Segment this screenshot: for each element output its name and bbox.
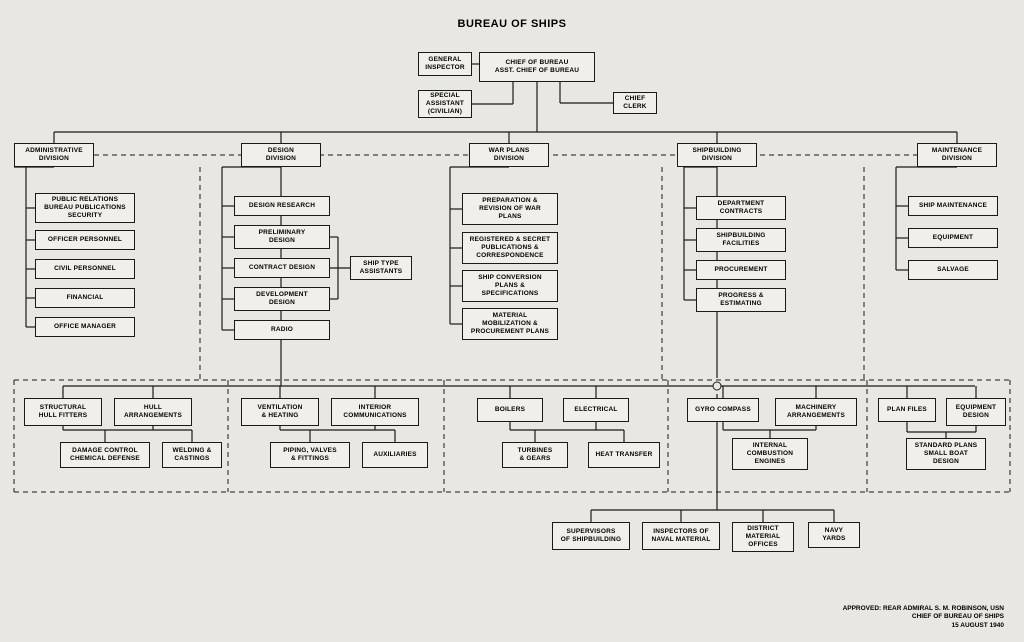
org-node-special_asst: SPECIALASSISTANT(CIVILIAN)	[418, 90, 472, 118]
org-node-wp_conv: SHIP CONVERSIONPLANS &SPECIFICATIONS	[462, 270, 558, 302]
org-node-l1_weld: WELDING &CASTINGS	[162, 442, 222, 468]
org-node-f_navy: NAVYYARDS	[808, 522, 860, 548]
org-node-mt_ship: SHIP MAINTENANCE	[908, 196, 998, 216]
org-node-design_radio: RADIO	[234, 320, 330, 340]
approval-line-1: APPROVED: REAR ADMIRAL S. M. ROBINSON, U…	[843, 605, 1004, 613]
org-node-chief_clerk: CHIEFCLERK	[613, 92, 657, 114]
org-node-f_sup: SUPERVISORSOF SHIPBUILDING	[552, 522, 630, 550]
org-node-admin_office: OFFICE MANAGER	[35, 317, 135, 337]
org-node-admin_civil: CIVIL PERSONNEL	[35, 259, 135, 279]
org-node-wp_mat: MATERIALMOBILIZATION &PROCUREMENT PLANS	[462, 308, 558, 340]
org-node-f_insp: INSPECTORS OFNAVAL MATERIAL	[642, 522, 720, 550]
org-node-l3_elec: ELECTRICAL	[563, 398, 629, 422]
org-node-sb_dept: DEPARTMENTCONTRACTS	[696, 196, 786, 220]
org-node-l2_aux: AUXILIARIES	[362, 442, 428, 468]
org-node-l2_vent: VENTILATION& HEATING	[241, 398, 319, 426]
org-node-l4_mach: MACHINERYARRANGEMENTS	[775, 398, 857, 426]
org-node-l5_plan: PLAN FILES	[878, 398, 936, 422]
org-node-div_design: DESIGNDIVISION	[241, 143, 321, 167]
org-node-div_shipbuild: SHIPBUILDINGDIVISION	[677, 143, 757, 167]
org-node-div_maint: MAINTENANCEDIVISION	[917, 143, 997, 167]
page-title: BUREAU OF SHIPS	[458, 18, 567, 30]
org-node-sb_proc: PROCUREMENT	[696, 260, 786, 280]
org-node-admin_pr: PUBLIC RELATIONSBUREAU PUBLICATIONSSECUR…	[35, 193, 135, 223]
org-node-design_prelim: PRELIMINARYDESIGN	[234, 225, 330, 249]
org-node-mt_salvage: SALVAGE	[908, 260, 998, 280]
org-node-div_warplans: WAR PLANSDIVISION	[469, 143, 549, 167]
org-node-l4_gyro: GYRO COMPASS	[687, 398, 759, 422]
org-node-wp_reg: REGISTERED & SECRETPUBLICATIONS &CORRESP…	[462, 232, 558, 264]
org-node-l2_intcom: INTERIORCOMMUNICATIONS	[331, 398, 419, 426]
org-node-l1_hullarr: HULLARRANGEMENTS	[114, 398, 192, 426]
org-node-f_dist: DISTRICTMATERIALOFFICES	[732, 522, 794, 552]
org-node-chief: CHIEF OF BUREAUASST. CHIEF OF BUREAU	[479, 52, 595, 82]
org-node-sb_prog: PROGRESS &ESTIMATING	[696, 288, 786, 312]
org-node-mt_equip: EQUIPMENT	[908, 228, 998, 248]
approval-block: APPROVED: REAR ADMIRAL S. M. ROBINSON, U…	[843, 605, 1004, 630]
org-node-l3_turb: TURBINES& GEARS	[502, 442, 568, 468]
org-node-l5_std: STANDARD PLANSSMALL BOATDESIGN	[906, 438, 986, 470]
org-node-l4_ice: INTERNALCOMBUSTIONENGINES	[732, 438, 808, 470]
org-node-admin_officer: OFFICER PERSONNEL	[35, 230, 135, 250]
org-node-l2_pipe: PIPING, VALVES& FITTINGS	[270, 442, 350, 468]
org-node-div_admin: ADMINISTRATIVEDIVISION	[14, 143, 94, 167]
org-node-design_research: DESIGN RESEARCH	[234, 196, 330, 216]
org-node-l1_struct: STRUCTURALHULL FITTERS	[24, 398, 102, 426]
org-node-l3_boilers: BOILERS	[477, 398, 543, 422]
org-node-l3_heat: HEAT TRANSFER	[588, 442, 660, 468]
org-node-l5_eqd: EQUIPMENTDESIGN	[946, 398, 1006, 426]
approval-line-3: 15 AUGUST 1940	[843, 622, 1004, 630]
org-node-gen_inspector: GENERALINSPECTOR	[418, 52, 472, 76]
org-node-l1_damage: DAMAGE CONTROLCHEMICAL DEFENSE	[60, 442, 150, 468]
org-node-admin_financial: FINANCIAL	[35, 288, 135, 308]
org-node-design_dev: DEVELOPMENTDESIGN	[234, 287, 330, 311]
org-node-wp_prep: PREPARATION &REVISION OF WARPLANS	[462, 193, 558, 225]
approval-line-2: CHIEF OF BUREAU OF SHIPS	[843, 613, 1004, 621]
org-node-ship_type_asst: SHIP TYPEASSISTANTS	[350, 256, 412, 280]
org-node-design_contract: CONTRACT DESIGN	[234, 258, 330, 278]
org-node-sb_fac: SHIPBUILDINGFACILITIES	[696, 228, 786, 252]
